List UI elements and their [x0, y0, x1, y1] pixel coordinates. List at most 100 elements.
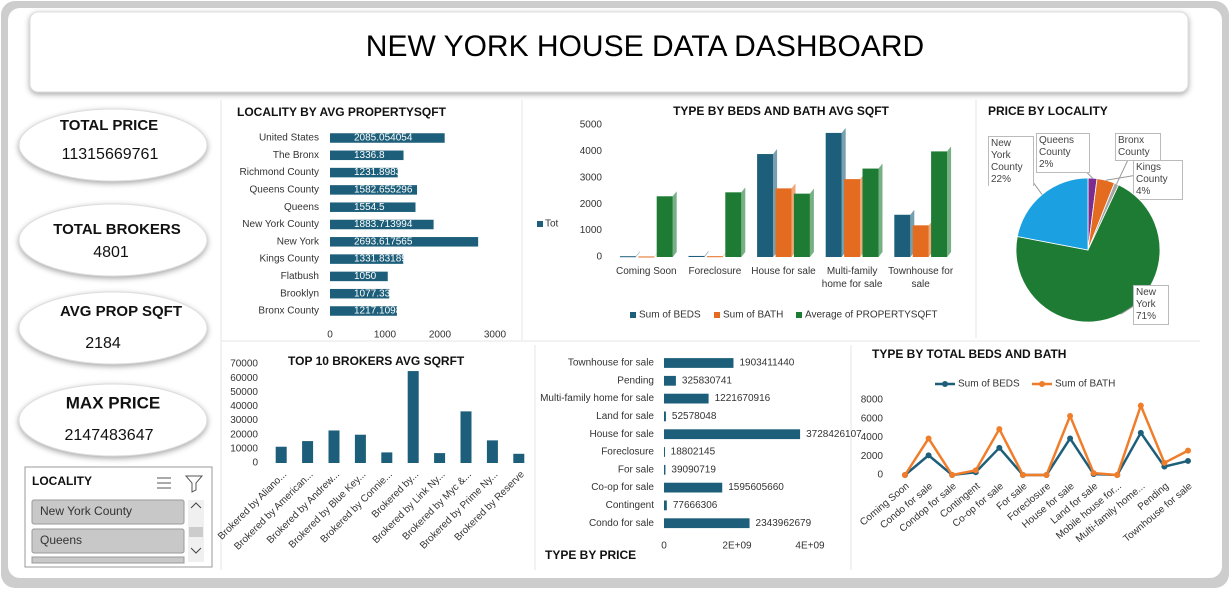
- slicer-item[interactable]: [31, 499, 185, 525]
- y-tick-label: Land for sale: [596, 411, 654, 422]
- y-tick-label: House for sale: [590, 429, 655, 440]
- kpi-card: [18, 383, 208, 457]
- y-tick-label: 3000: [580, 172, 603, 183]
- data-label: 1077.333333: [354, 288, 413, 299]
- data-label: 1595605660: [728, 482, 784, 493]
- bar: [328, 430, 340, 463]
- point: [1067, 412, 1074, 419]
- y-tick-label: 0: [252, 458, 258, 469]
- y-tick-label: 60000: [230, 373, 258, 384]
- x-tick-label: 3000: [484, 330, 507, 341]
- y-tick-label: 50000: [230, 387, 258, 398]
- kpi-value: 2147483647: [65, 427, 154, 444]
- bar: [381, 452, 393, 463]
- bar: [460, 411, 472, 463]
- legend-swatch: [714, 312, 720, 318]
- bar: [912, 225, 929, 257]
- kpi-label: TOTAL BROKERS: [53, 221, 181, 238]
- bar: [688, 255, 705, 257]
- category-label: Queens County: [1039, 135, 1075, 158]
- scroll-arrows[interactable]: [190, 502, 202, 554]
- bar: [862, 168, 879, 257]
- y-tick-label: 2000: [580, 199, 603, 210]
- point: [1067, 435, 1074, 442]
- slicer-item-label[interactable]: Queens: [40, 533, 82, 547]
- pie-label: Bronx County: [1115, 133, 1161, 161]
- data-label: 1217.10989: [354, 306, 407, 317]
- legend-label: Average of PROPERTYSQFT: [805, 310, 937, 321]
- legend-swatch: [537, 221, 543, 227]
- y-tick-label: 0: [877, 470, 883, 481]
- legend-marker: [942, 381, 948, 387]
- bar-side: [947, 146, 952, 257]
- pie-label-box: Bronx County: [1115, 133, 1161, 161]
- y-tick-label: Foreclosure: [601, 447, 654, 458]
- bar: [275, 446, 287, 463]
- bar: [894, 214, 911, 257]
- bar: [825, 132, 842, 257]
- bar: [664, 375, 676, 386]
- data-label: 39090719: [671, 464, 716, 475]
- y-tick-label: Condo for sale: [589, 518, 654, 529]
- data-label: 77666306: [673, 500, 718, 511]
- bar: [330, 202, 416, 212]
- x-tick-label: 0: [327, 330, 333, 341]
- y-tick-label: 2000: [861, 451, 884, 462]
- data-label: 1221670916: [715, 393, 771, 404]
- point: [1161, 459, 1168, 466]
- data-label: 1582.655296: [354, 185, 413, 196]
- y-tick-label: New York: [277, 236, 320, 247]
- slicer-title: LOCALITY: [32, 474, 92, 488]
- y-tick-label: Bronx County: [258, 306, 319, 317]
- slicer-item[interactable]: [31, 528, 185, 554]
- dashboard-title: NEW YORK HOUSE DATA DASHBOARD: [366, 30, 924, 63]
- y-tick-label: The Bronx: [273, 150, 319, 161]
- x-tick-label: House for sale: [751, 266, 816, 277]
- data-label: 18802145: [671, 447, 716, 458]
- bar: [434, 453, 446, 463]
- x-tick-label: Coming Soon: [616, 266, 677, 277]
- chart-title: TOP 10 BROKERS AVG SQRFT: [288, 354, 465, 368]
- bar: [302, 441, 314, 463]
- y-tick-label: 4000: [861, 432, 884, 443]
- panel-borders: [220, 100, 1200, 570]
- kpi-value: 11315669761: [62, 146, 159, 163]
- legend-label: Sum of BEDS: [639, 310, 701, 321]
- x-tick-label-box: Multi-family home for sale: [822, 266, 883, 290]
- x-tick-label: 2E+09: [722, 541, 752, 552]
- bar: [664, 447, 665, 457]
- point: [1114, 472, 1121, 478]
- scroll-thumb[interactable]: [189, 527, 203, 537]
- category-label: Kings County: [1136, 162, 1168, 185]
- y-tick-label: Multi-family home for sale: [540, 393, 654, 404]
- bar: [664, 482, 723, 493]
- slicer-icons[interactable]: [157, 475, 204, 493]
- y-tick-label: Co-op for sale: [591, 482, 654, 493]
- bar: [844, 179, 861, 257]
- bar-side: [741, 187, 746, 257]
- slicer-item[interactable]: [31, 556, 185, 564]
- chart-title: TYPE BY BEDS AND BATH AVG SQFT: [673, 104, 889, 118]
- x-tick-label: 0: [661, 541, 667, 552]
- y-tick-label: 40000: [230, 401, 258, 412]
- kpi-card: [18, 291, 208, 365]
- y-tick-label: Pending: [617, 375, 654, 386]
- legend-marker: [1039, 381, 1045, 387]
- y-tick-label: 10000: [230, 443, 258, 454]
- point: [1185, 457, 1191, 464]
- data-label: 2%: [1039, 159, 1054, 170]
- y-tick-label: 20000: [230, 429, 258, 440]
- chart-title: PRICE BY LOCALITY: [988, 104, 1108, 118]
- bar: [330, 219, 434, 230]
- x-tick-label-box: Coming Soon: [616, 266, 677, 277]
- bar: [330, 254, 404, 264]
- y-tick-label: 30000: [230, 415, 258, 426]
- slicer-item-label[interactable]: New York County: [40, 504, 132, 518]
- data-label: 2085.054054: [354, 133, 413, 144]
- data-label: 1336.8: [354, 150, 385, 161]
- y-tick-label: United States: [259, 133, 319, 144]
